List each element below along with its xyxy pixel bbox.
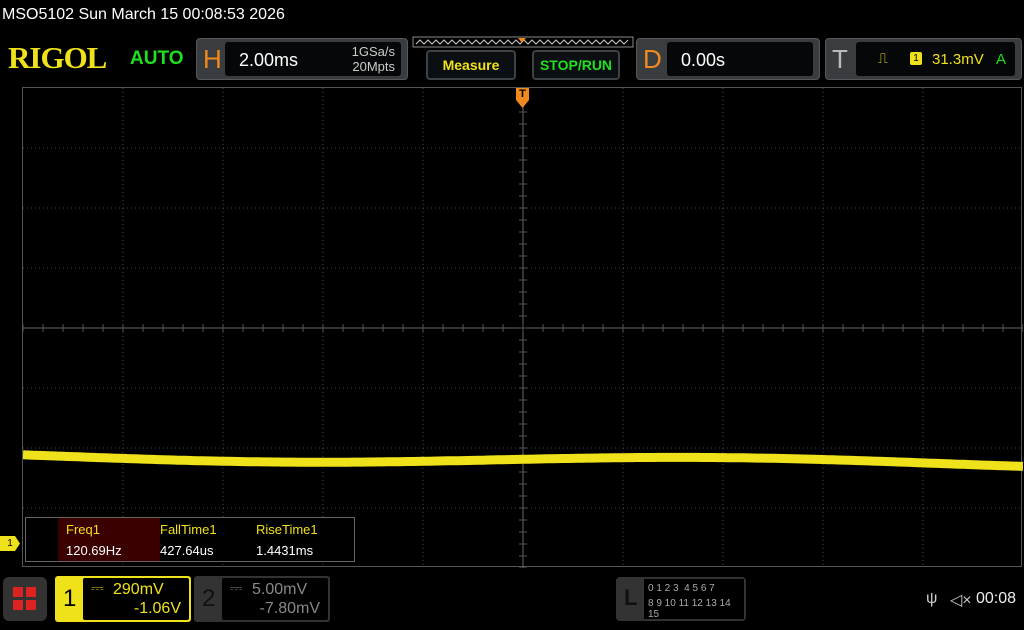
dc-coupling-icon: ⎓	[91, 580, 104, 597]
trigger-panel[interactable]: T ⎍ 1 31.3mV A	[825, 38, 1022, 80]
stop-run-button[interactable]: STOP/RUN	[532, 50, 620, 80]
channel-number: 1	[63, 585, 77, 612]
measurement-label: FallTime1	[160, 522, 217, 537]
usb-icon: ψ	[926, 590, 938, 607]
measurement-risetime[interactable]: RiseTime1 1.4431ms	[248, 518, 348, 561]
horizontal-panel[interactable]: H 2.00ms 1GSa/s 20Mpts	[196, 38, 408, 80]
channel-offset: -1.06V	[133, 600, 181, 617]
mute-icon[interactable]: ◁×	[950, 592, 972, 609]
dc-coupling-icon: ⎓	[230, 580, 243, 597]
clock: 00:08	[976, 590, 1017, 607]
channel-2-button[interactable]: 2 ⎓ 5.00mV -7.80mV	[194, 576, 330, 622]
measurement-panel: Freq1 120.69Hz FallTime1 427.64us RiseTi…	[25, 517, 355, 562]
grid-menu-icon	[13, 587, 37, 610]
trigger-mode: A	[996, 51, 1007, 68]
channel-offset: -7.80mV	[259, 600, 320, 617]
channel-1-button[interactable]: 1 ⎓ 290mV -1.06V	[55, 576, 191, 622]
logic-channels-row1: 0 1 2 3 4 5 6 7	[648, 583, 715, 594]
measurement-value: 427.64us	[160, 543, 214, 558]
logic-channels-row2: 8 9 10 11 12 13 14 15	[648, 598, 731, 620]
position-marker-icon	[518, 38, 526, 43]
delay-value: 0.00s	[681, 50, 726, 70]
graticule	[22, 87, 1024, 569]
ch1-waveform-trace	[22, 450, 1024, 471]
sample-rate: 1GSa/s	[351, 44, 395, 59]
measurement-freq[interactable]: Freq1 120.69Hz	[58, 518, 160, 561]
trigger-source-badge: 1	[910, 52, 922, 65]
menu-button[interactable]	[3, 577, 47, 621]
memory-depth: 20Mpts	[352, 59, 395, 74]
waveform-position-bar[interactable]	[412, 36, 634, 48]
rigol-logo: RIGOL	[8, 40, 107, 75]
measurement-falltime[interactable]: FallTime1 427.64us	[152, 518, 247, 561]
waveform-grid[interactable]	[22, 87, 1024, 569]
channel-number: 2	[202, 585, 216, 612]
logic-analyzer-button[interactable]: L 0 1 2 3 4 5 6 7 8 9 10 11 12 13 14 15	[616, 577, 746, 621]
channel-scale: 5.00mV	[252, 581, 308, 598]
timebase-value: 2.00ms	[239, 50, 299, 70]
rising-edge-icon: ⎍	[878, 50, 888, 66]
measurement-value: 120.69Hz	[66, 543, 122, 558]
logic-label: L	[624, 585, 638, 610]
trigger-label: T	[832, 44, 848, 74]
measurement-label: RiseTime1	[256, 522, 318, 537]
channel-scale: 290mV	[113, 581, 164, 598]
trigger-status: AUTO	[130, 48, 184, 69]
measure-button[interactable]: Measure	[426, 50, 516, 80]
delay-panel[interactable]: D 0.00s	[636, 38, 820, 80]
ch1-offset-marker[interactable]: 1	[0, 536, 20, 551]
trigger-position-marker[interactable]: T	[516, 88, 529, 108]
measurement-label: Freq1	[66, 522, 100, 537]
window-title: MSO5102 Sun March 15 00:08:53 2026	[2, 6, 285, 23]
horizontal-label: H	[203, 44, 222, 74]
measurement-value: 1.4431ms	[256, 543, 314, 558]
delay-label: D	[643, 44, 662, 74]
trigger-level: 31.3mV	[932, 51, 984, 68]
